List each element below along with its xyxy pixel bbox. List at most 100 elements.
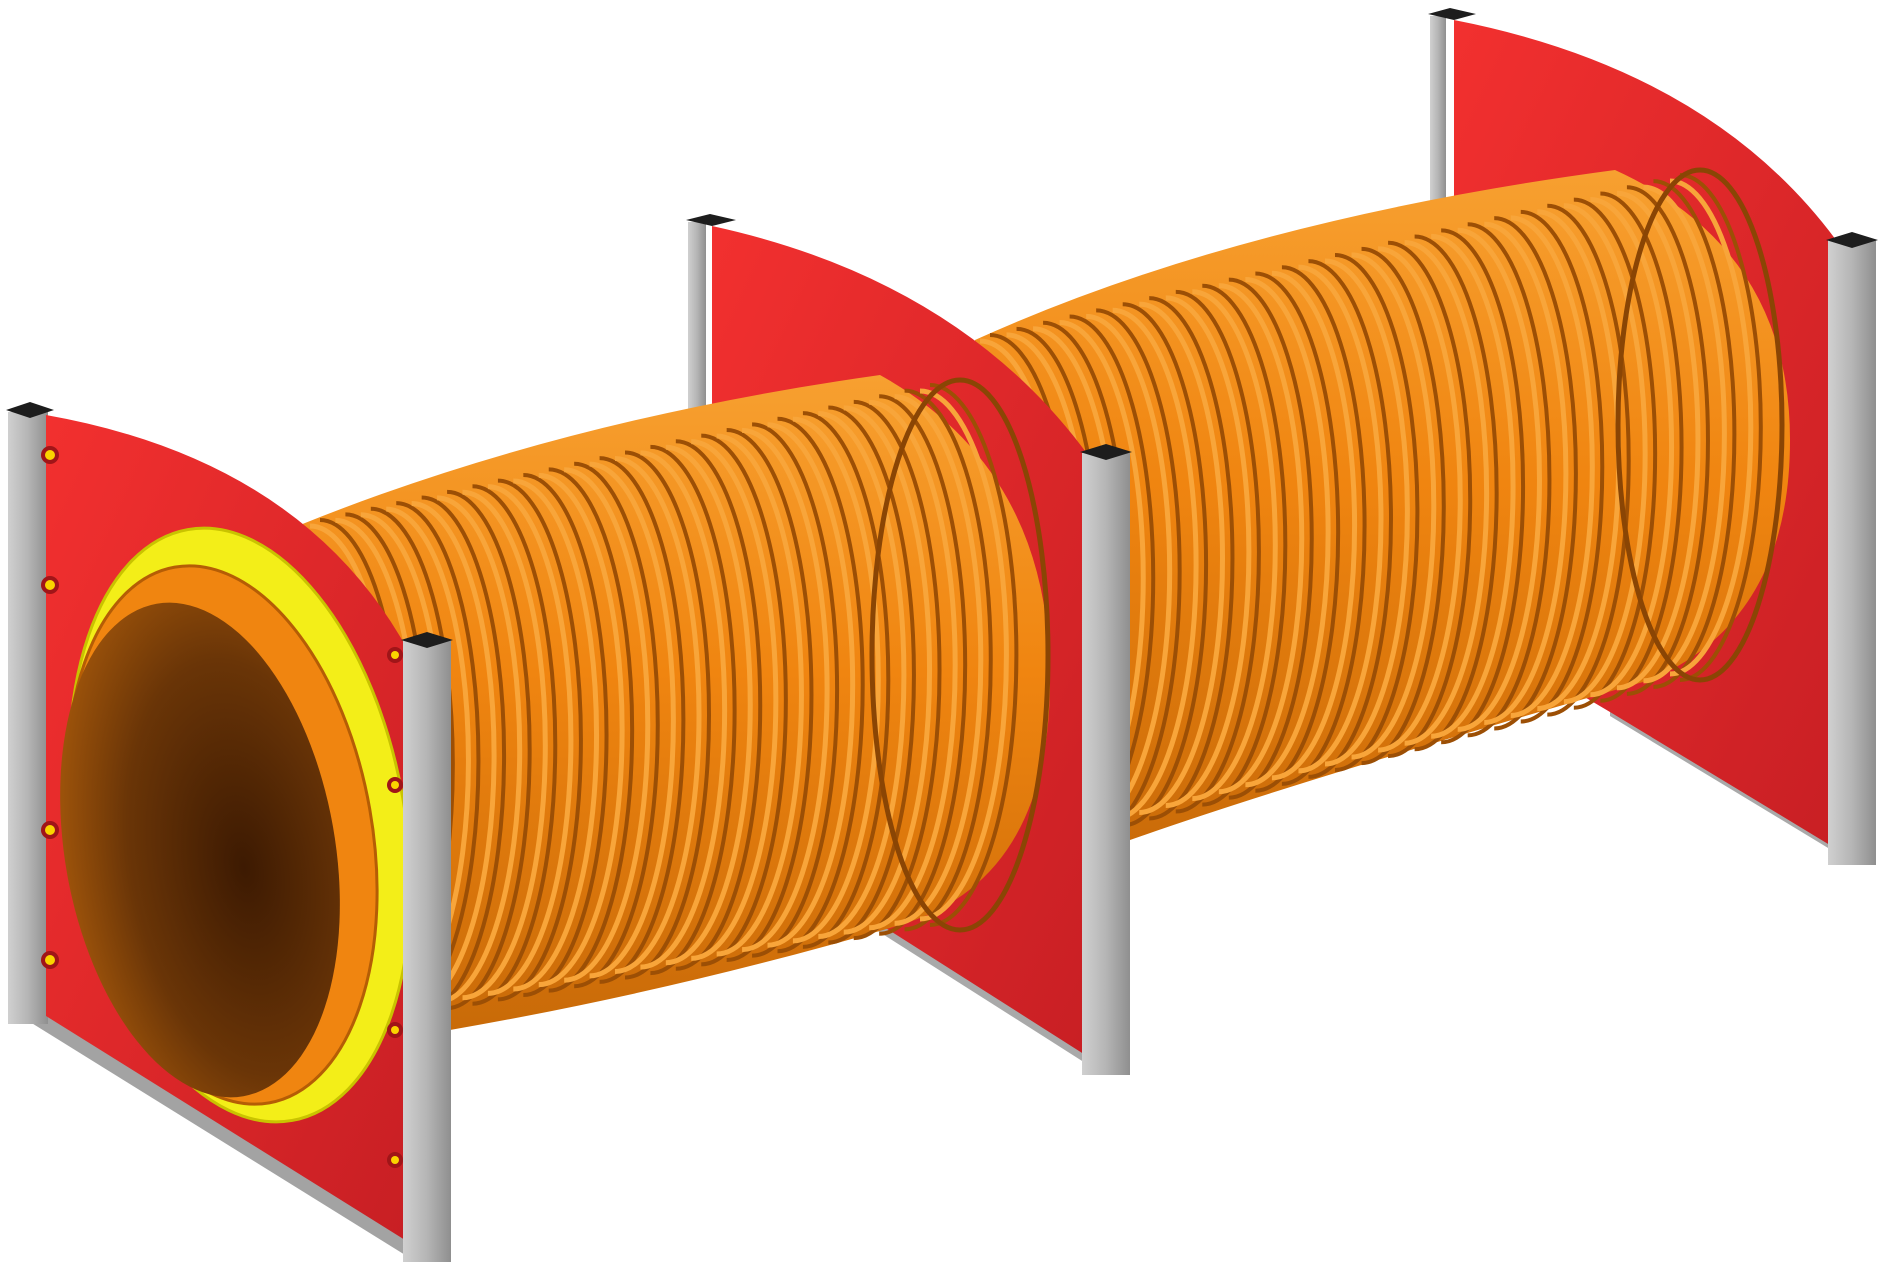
middle-rear-post-cap [686,214,736,226]
middle-front-post [1082,453,1130,1075]
tube-rib-highlight [1165,295,1252,809]
front-panel-bolts [41,446,403,1168]
tube-rib [1096,308,1182,835]
tube-rib [447,489,532,1011]
tube-rib-highlight [665,444,753,966]
tube-rib [777,416,865,954]
tube-rib-highlight [513,478,600,992]
tube-rib [1361,246,1446,766]
tube-rib-highlight [614,456,702,974]
tunnel-entrance-opening [60,602,340,1098]
tube-rib-highlight [843,405,933,935]
tube-rib-highlight [919,388,1009,922]
tube-rib-highlight [1563,203,1648,705]
tube-rib-highlight [1431,233,1516,739]
tube-rib [904,388,993,932]
tube-rib [523,473,609,997]
tube-rib-highlight [1510,215,1595,719]
tube-rib [1388,240,1473,759]
back-rear-post [1430,16,1446,206]
tube-rib [1414,234,1499,752]
tube-rib [1122,302,1209,828]
tube-rib-highlight [1271,270,1358,781]
tube-rib [1175,289,1261,814]
tube-rib [1281,265,1367,786]
tube-rib [701,433,788,967]
tube-rib [548,467,635,993]
tube-rib [675,439,763,971]
tube-rib-highlight [640,450,728,970]
tube-rib [497,478,583,1002]
tube-rib-highlight [1643,184,1727,684]
tube-rib-highlight [1590,196,1674,698]
tube-rib [1334,253,1420,772]
tube-rib [574,461,660,989]
tube-rib [1626,185,1710,696]
tube-rib [752,422,840,958]
front-frame [6,402,453,1262]
tube-rib-highlight [792,416,881,944]
tube-front-end-rim [869,377,1051,933]
tube-rib [1547,203,1631,717]
tube-rib [828,405,916,945]
front-front-post-cap [401,632,453,648]
tube-rib [599,456,686,984]
tube-rib-highlight [1218,283,1305,795]
tube-rib-highlight [691,439,779,961]
tube-rib [929,383,1019,927]
tube-rib-highlight [1351,252,1437,760]
tube-rib-highlight [1404,240,1490,746]
tube-rib [472,484,558,1006]
tube-rib [1308,259,1393,779]
tube-rib [802,411,891,949]
tube-rib [650,444,737,976]
tube-rib [1467,222,1552,738]
tube-rib [1255,271,1340,793]
middle-rear-post [688,222,706,417]
tube-rib [624,450,711,980]
tube-rib-highlight [1616,190,1701,691]
tube-rib-highlight [1669,178,1754,677]
tube-rib-highlight [742,427,830,953]
back-rear-post-cap [1428,8,1476,20]
tube-rib [726,428,814,962]
tube-rib-highlight [1324,258,1410,767]
tube-rib-highlight [437,495,523,1005]
front-front-post [403,640,451,1262]
tube-rib [1494,216,1578,731]
tube-rib-highlight [1245,276,1331,788]
tube-rib [1679,173,1763,682]
tube-rib [1653,179,1737,689]
tube-rib-highlight [1378,246,1463,753]
tube-rib [1149,296,1235,821]
tube-rib-highlight [1298,264,1384,774]
tube-rib-highlight [564,467,651,983]
tube-rib [421,495,507,1015]
tube-rib-highlight [487,484,574,996]
tube-rib-highlight [1139,301,1225,815]
middle-front-post-cap [1080,444,1132,460]
front-rear-post-cap [6,402,54,418]
tube-rib-highlight [1457,227,1542,732]
tube-rib-highlight [767,422,856,948]
tube-rib [1228,277,1314,800]
back-front-post-cap [1826,232,1878,248]
tube-rib-highlight [1112,307,1199,822]
tube-rib-highlight [818,411,907,939]
tube-rib-highlight [538,472,625,988]
tube-rib-highlight [1484,221,1569,725]
back-front-post [1828,240,1876,865]
tube-rib [1441,228,1525,745]
tube-rib-highlight [716,433,804,957]
tube-rib [1600,191,1684,703]
tube-rib-highlight [589,461,676,979]
tube-rib-highlight [1192,289,1278,802]
tube-rib [1520,209,1605,724]
tube-back-end-rim [1615,167,1785,683]
front-rear-post [8,412,48,1024]
tube-rib [853,399,942,941]
tube-rib [1202,283,1288,807]
tube-rib [1573,197,1658,710]
